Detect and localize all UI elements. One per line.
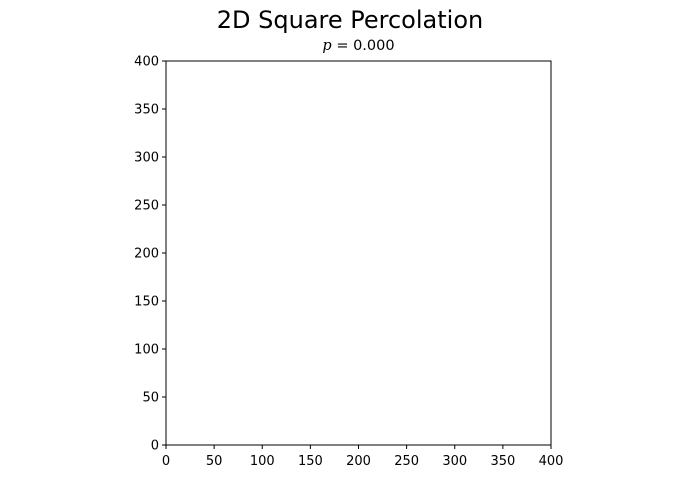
x-tick-label: 100 — [250, 454, 275, 469]
x-axis-ticks: 0 50 100 150 200 250 300 350 400 — [162, 445, 564, 469]
lattice-image — [166, 61, 551, 445]
y-tick-label: 300 — [134, 151, 159, 166]
x-tick-label: 0 — [162, 454, 170, 469]
x-tick-label: 250 — [394, 454, 419, 469]
x-tick-label: 50 — [206, 454, 223, 469]
y-tick-label: 350 — [134, 103, 159, 118]
chart-title: 2D Square Percolation — [216, 6, 484, 34]
y-tick-label: 0 — [151, 439, 159, 454]
y-tick-label: 200 — [134, 247, 159, 262]
x-tick-label: 300 — [442, 454, 467, 469]
y-tick-label: 150 — [134, 295, 159, 310]
x-tick-label: 200 — [346, 454, 371, 469]
y-tick-label: 250 — [134, 199, 159, 214]
subtitle-operator: = — [336, 38, 349, 54]
y-tick-label: 400 — [134, 55, 159, 70]
y-axis-ticks: 0 50 100 150 200 250 300 350 400 — [134, 55, 166, 454]
x-tick-label: 350 — [490, 454, 515, 469]
axes-frame — [165, 60, 552, 446]
x-tick-label: 400 — [539, 454, 564, 469]
y-tick-label: 100 — [134, 343, 159, 358]
x-tick-label: 150 — [298, 454, 323, 469]
chart-subtitle: p = 0.000 — [166, 37, 551, 55]
subtitle-value: 0.000 — [353, 38, 395, 54]
subtitle-variable: p — [322, 38, 332, 54]
y-tick-label: 50 — [142, 391, 159, 406]
